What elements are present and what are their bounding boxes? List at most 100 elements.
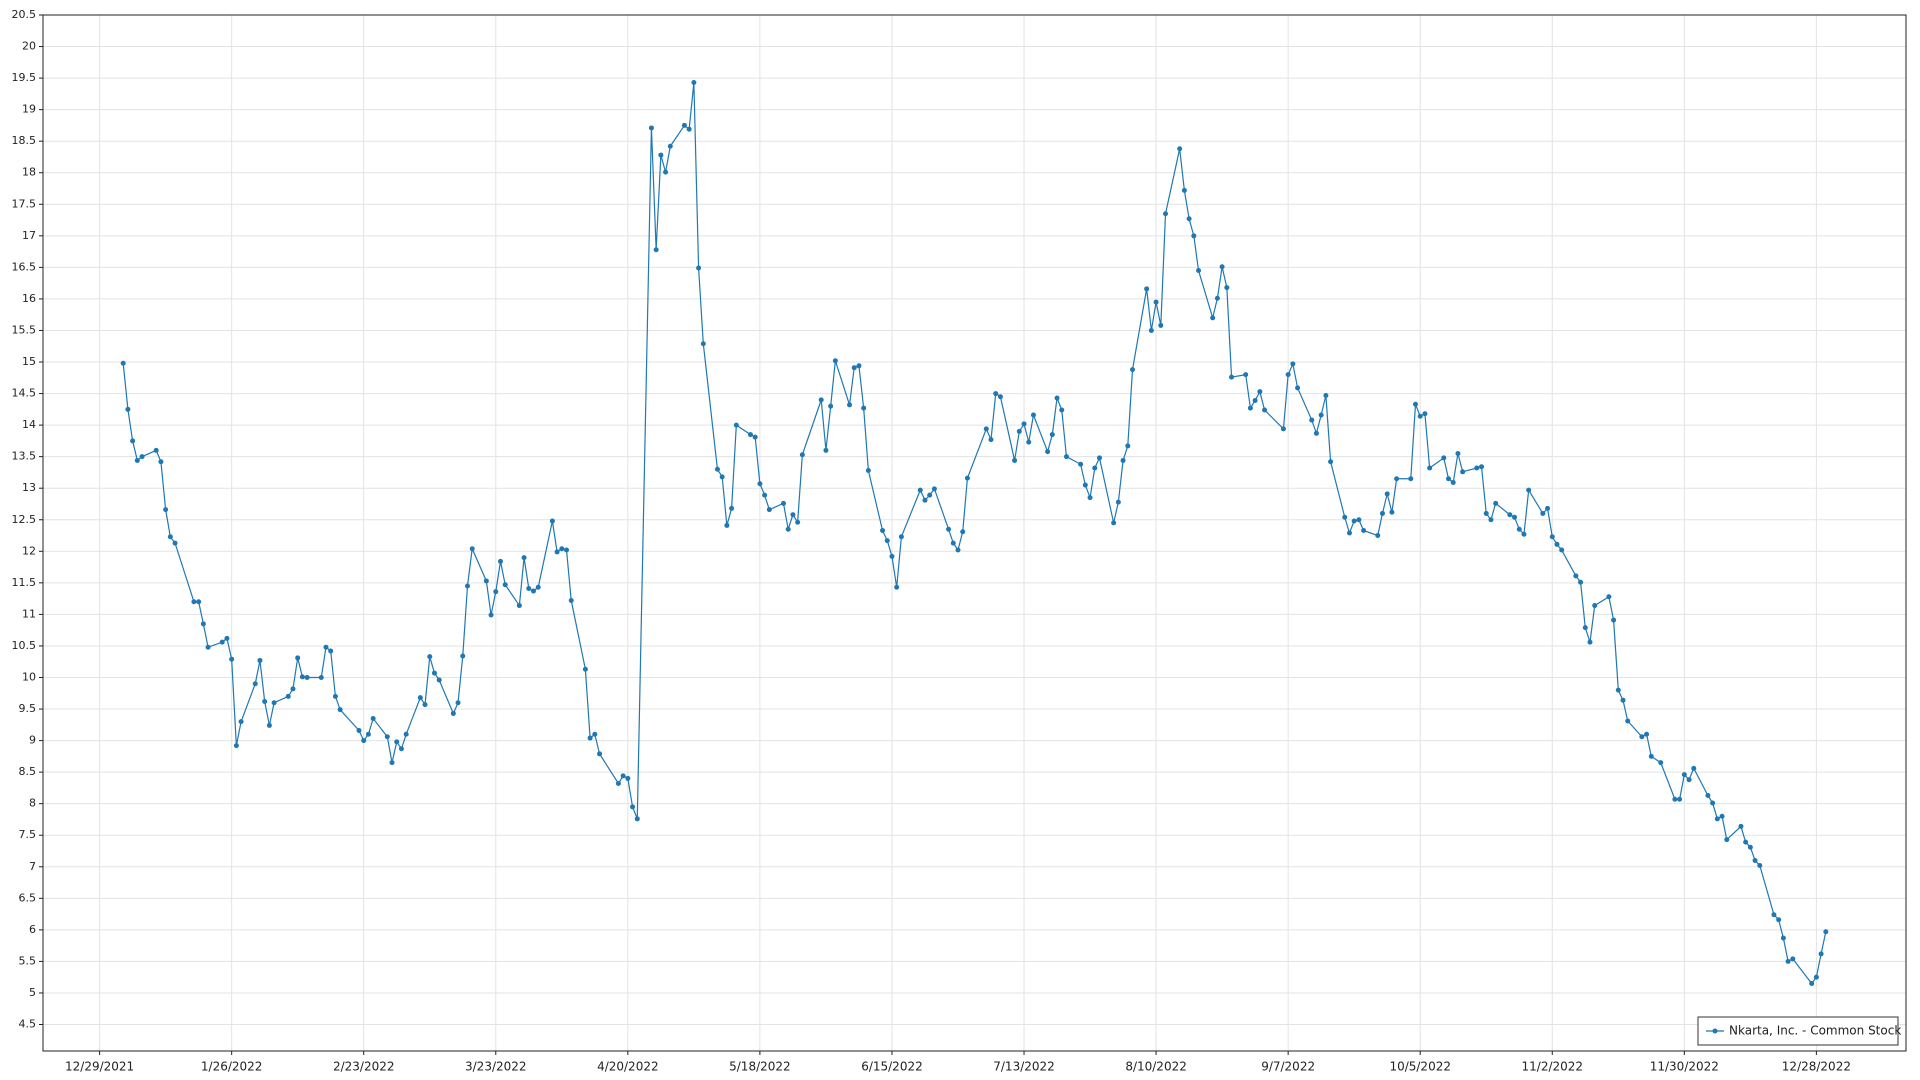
data-point [431,670,437,676]
data-point [587,735,593,741]
data-point [535,584,541,590]
data-point [927,492,933,498]
y-tick-label: 8.5 [19,765,37,778]
data-point [1059,407,1065,413]
data-point [1210,315,1216,321]
data-point [488,612,494,618]
data-point [394,739,400,745]
x-tick-label: 11/2/2022 [1522,1060,1584,1074]
y-tick-label: 9.5 [19,702,37,715]
data-point [1408,476,1414,482]
data-point [1422,411,1428,417]
data-point [1648,753,1654,759]
data-point [663,169,669,175]
data-point [134,457,140,463]
data-point [1012,457,1018,463]
data-point [1714,816,1720,822]
data-point [1045,449,1051,455]
y-tick-label: 18.5 [12,134,37,147]
y-tick-label: 12.5 [12,513,37,526]
data-point [224,635,230,641]
data-point [229,656,235,662]
data-point [403,731,409,737]
data-point [1158,322,1164,328]
data-point [1379,510,1385,516]
data-point [931,486,937,492]
data-point [1361,527,1367,533]
data-point [1615,687,1621,693]
data-point [153,447,159,453]
data-point [714,466,720,472]
data-point [630,804,636,810]
data-point [1318,412,1324,418]
x-tick-label: 12/29/2021 [65,1060,134,1074]
data-point [625,775,631,781]
data-point [1455,451,1461,457]
data-point [1054,395,1060,401]
x-tick-label: 7/13/2022 [993,1060,1055,1074]
data-point [455,700,461,706]
data-point [304,674,310,680]
data-point [993,391,999,397]
data-point [1658,760,1664,766]
data-point [1677,796,1683,802]
data-point [592,731,598,737]
data-point [1144,286,1150,292]
data-point [252,681,258,687]
x-tick-label: 3/23/2022 [465,1060,527,1074]
data-point [266,722,272,728]
data-point [398,746,404,752]
data-point [884,538,890,544]
data-point [1620,697,1626,703]
data-point [1488,517,1494,523]
data-point [960,529,966,535]
data-point [1710,800,1716,806]
legend-marker [1712,1028,1718,1034]
data-point [950,540,956,546]
y-tick-label: 8 [29,797,36,810]
data-point [464,583,470,589]
data-point [1809,980,1815,986]
data-point [1224,285,1230,291]
data-point [172,540,178,546]
data-point [290,686,296,692]
data-point [450,710,456,716]
data-point [365,731,371,737]
data-point [1780,935,1786,941]
data-point [1280,426,1286,432]
data-point [752,434,758,440]
data-point [1813,974,1819,980]
plot-frame [42,14,1907,1052]
data-point [847,402,853,408]
data-point [1252,398,1258,404]
data-point [1738,823,1744,829]
data-point [1460,469,1466,475]
data-point [1328,459,1334,465]
data-point [946,526,952,532]
data-point [1427,465,1433,471]
data-point [747,432,753,438]
data-point [299,674,305,680]
data-point [1818,951,1824,957]
data-point [1389,509,1395,515]
data-point [889,553,895,559]
data-point [502,582,508,588]
data-point [686,126,692,132]
data-point [1148,327,1154,333]
x-tick-label: 2/23/2022 [333,1060,395,1074]
data-point [361,738,367,744]
x-tick-label: 12/28/2022 [1782,1060,1851,1074]
data-point [1030,412,1036,418]
y-tick-label: 10 [22,670,36,683]
data-point [460,653,466,659]
y-tick-label: 5 [29,986,36,999]
data-point [384,734,390,740]
data-point [894,584,900,590]
data-point [1186,216,1192,222]
data-point [337,707,343,713]
x-tick-label: 4/20/2022 [597,1060,659,1074]
data-point [1262,407,1268,413]
data-point [370,715,376,721]
data-point [1021,421,1027,427]
data-point [700,341,706,347]
